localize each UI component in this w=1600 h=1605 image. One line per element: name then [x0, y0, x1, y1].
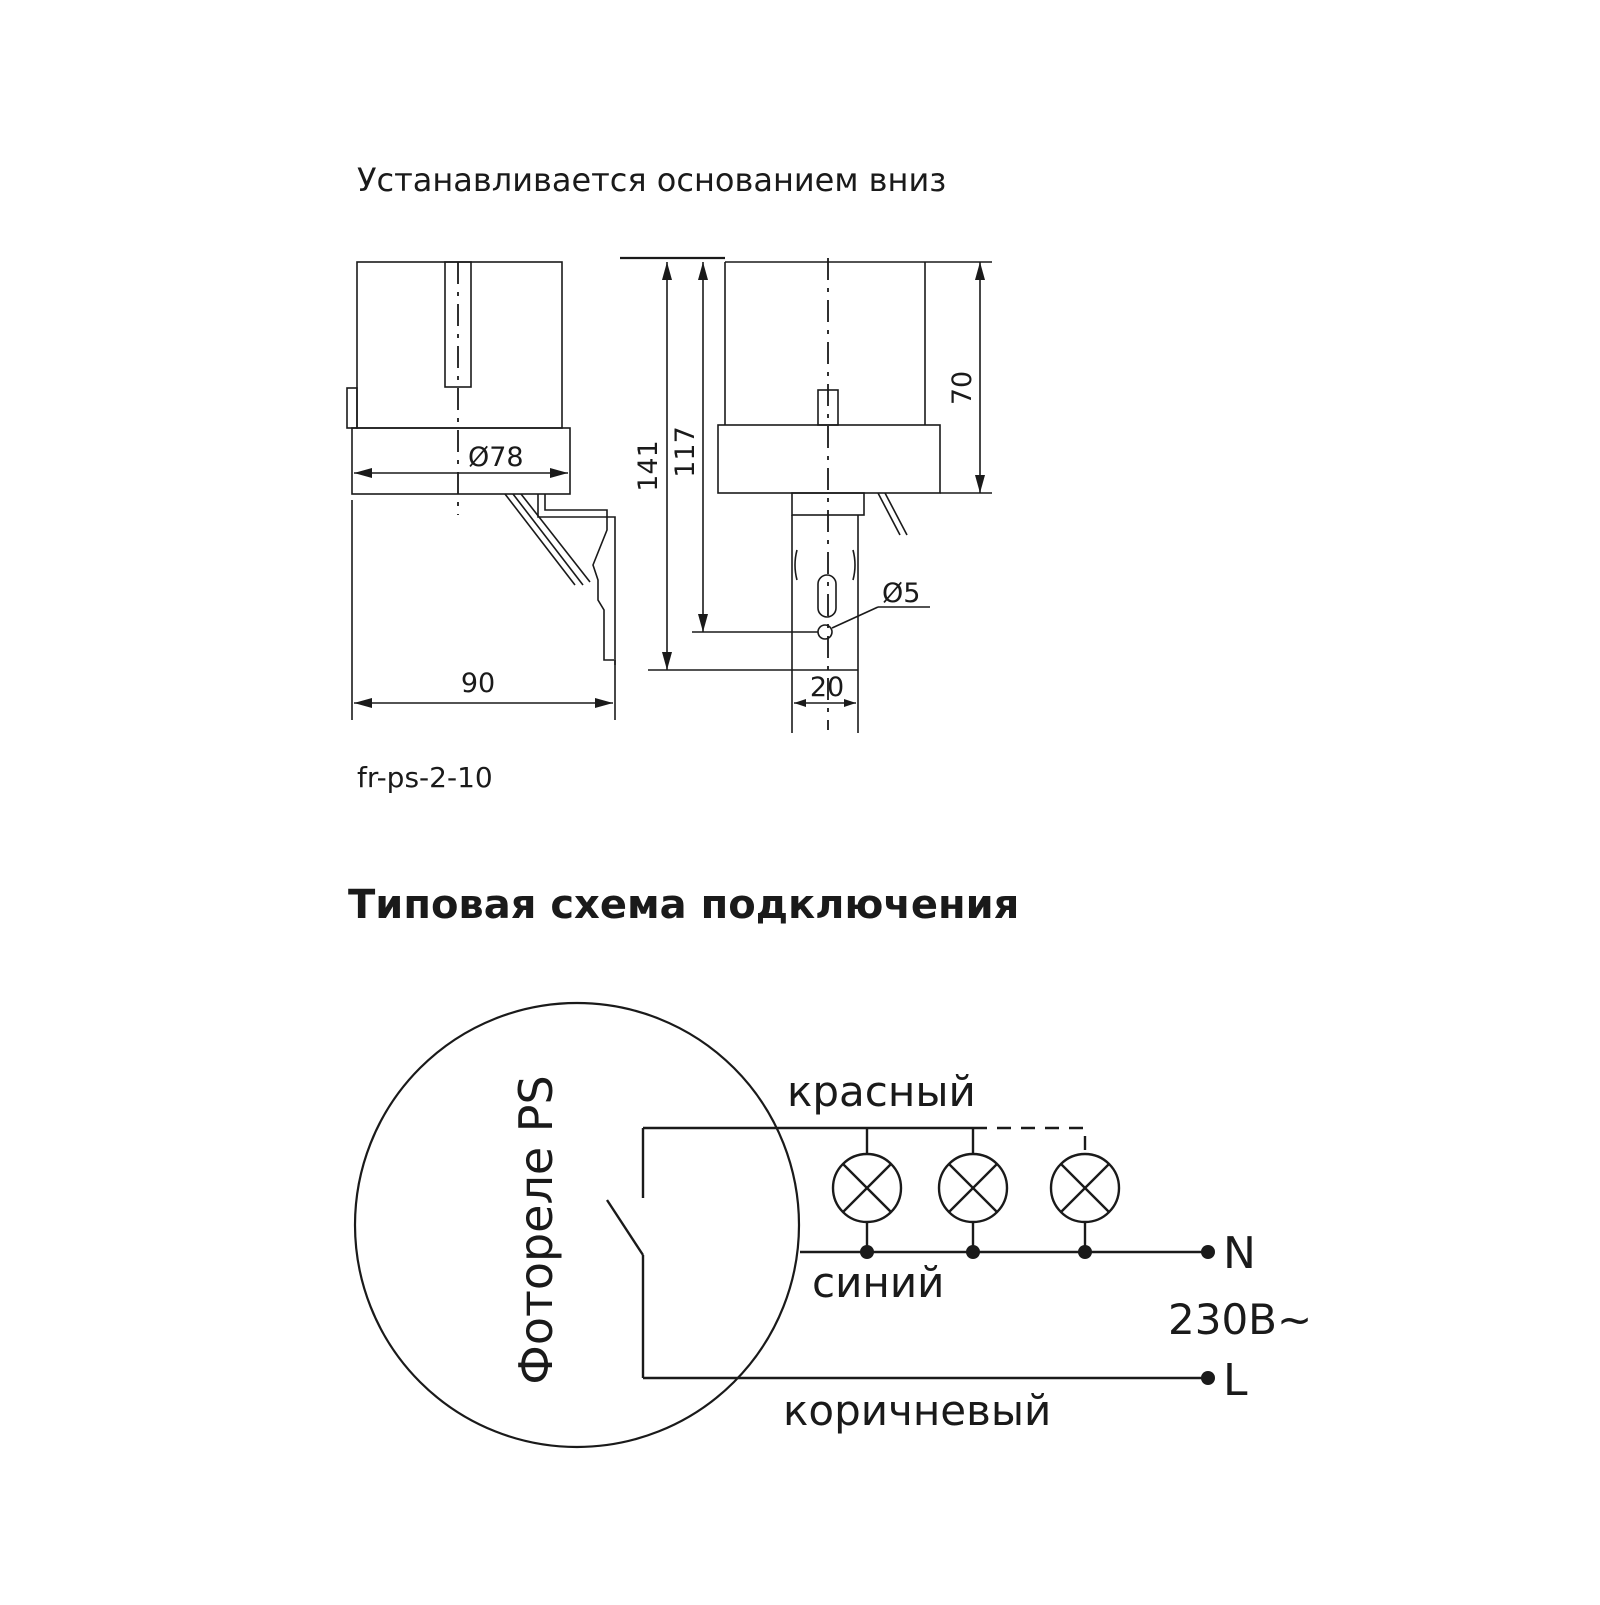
- arrow-head: [698, 614, 708, 632]
- terminal-l-dot: [1201, 1371, 1215, 1385]
- arrow-head: [662, 262, 672, 280]
- mount-hole: [817, 624, 833, 640]
- arrow-head: [550, 468, 568, 478]
- arrow-head: [975, 262, 985, 280]
- terminal-n-label: N: [1223, 1228, 1256, 1279]
- dim-label-117: 117: [670, 426, 701, 478]
- arrow-head: [698, 262, 708, 280]
- dim-label-70: 70: [947, 371, 978, 405]
- wire-red-label: красный: [787, 1067, 976, 1116]
- side-view-left: Ø78 90: [346, 261, 616, 720]
- arrow-head: [844, 699, 856, 707]
- base-ring: [717, 424, 941, 494]
- optional-lamp-wire: [973, 1126, 1087, 1154]
- model-label: fr-ps-2-10: [357, 761, 493, 794]
- voltage-label: 230В~: [1168, 1295, 1312, 1344]
- dim-label-90: 90: [461, 668, 495, 699]
- dim-label-d5: Ø5: [882, 578, 920, 609]
- side-latch: [346, 387, 358, 429]
- wire-brown-label: коричневый: [783, 1386, 1051, 1435]
- bracket-top: [791, 492, 865, 516]
- terminal-l-label: L: [1223, 1355, 1248, 1406]
- arrow-head: [794, 699, 806, 707]
- arrow-head: [354, 698, 372, 708]
- base-ring: [351, 427, 571, 495]
- dim-label-20: 20: [810, 672, 844, 703]
- terminal-n-dot: [1201, 1245, 1215, 1259]
- arrow-head: [354, 468, 372, 478]
- dim-label-d78: Ø78: [468, 442, 524, 473]
- bracket-slot: [817, 574, 837, 618]
- photorelay-label: Фотореле PS: [509, 1075, 563, 1384]
- photorelay-circle: [353, 1001, 801, 1449]
- bracket-outline: [537, 494, 616, 665]
- dim-label-141: 141: [633, 440, 664, 492]
- arrow-head: [662, 652, 672, 670]
- wiring-title: Типовая схема подключения: [348, 882, 1019, 928]
- switch-contact: [605, 1199, 645, 1256]
- side-view-right: Ø5 141 117 70 20: [620, 256, 992, 733]
- arrow-head: [595, 698, 613, 708]
- lamp-2: [937, 1128, 1009, 1259]
- install-note: Устанавливается основанием вниз: [357, 161, 946, 199]
- lamp-1: [831, 1128, 903, 1259]
- arrow-head: [975, 475, 985, 493]
- sensor-cap-outline: [356, 261, 563, 429]
- wire-blue-label: синий: [812, 1258, 944, 1307]
- lamp-3: [1049, 1152, 1121, 1259]
